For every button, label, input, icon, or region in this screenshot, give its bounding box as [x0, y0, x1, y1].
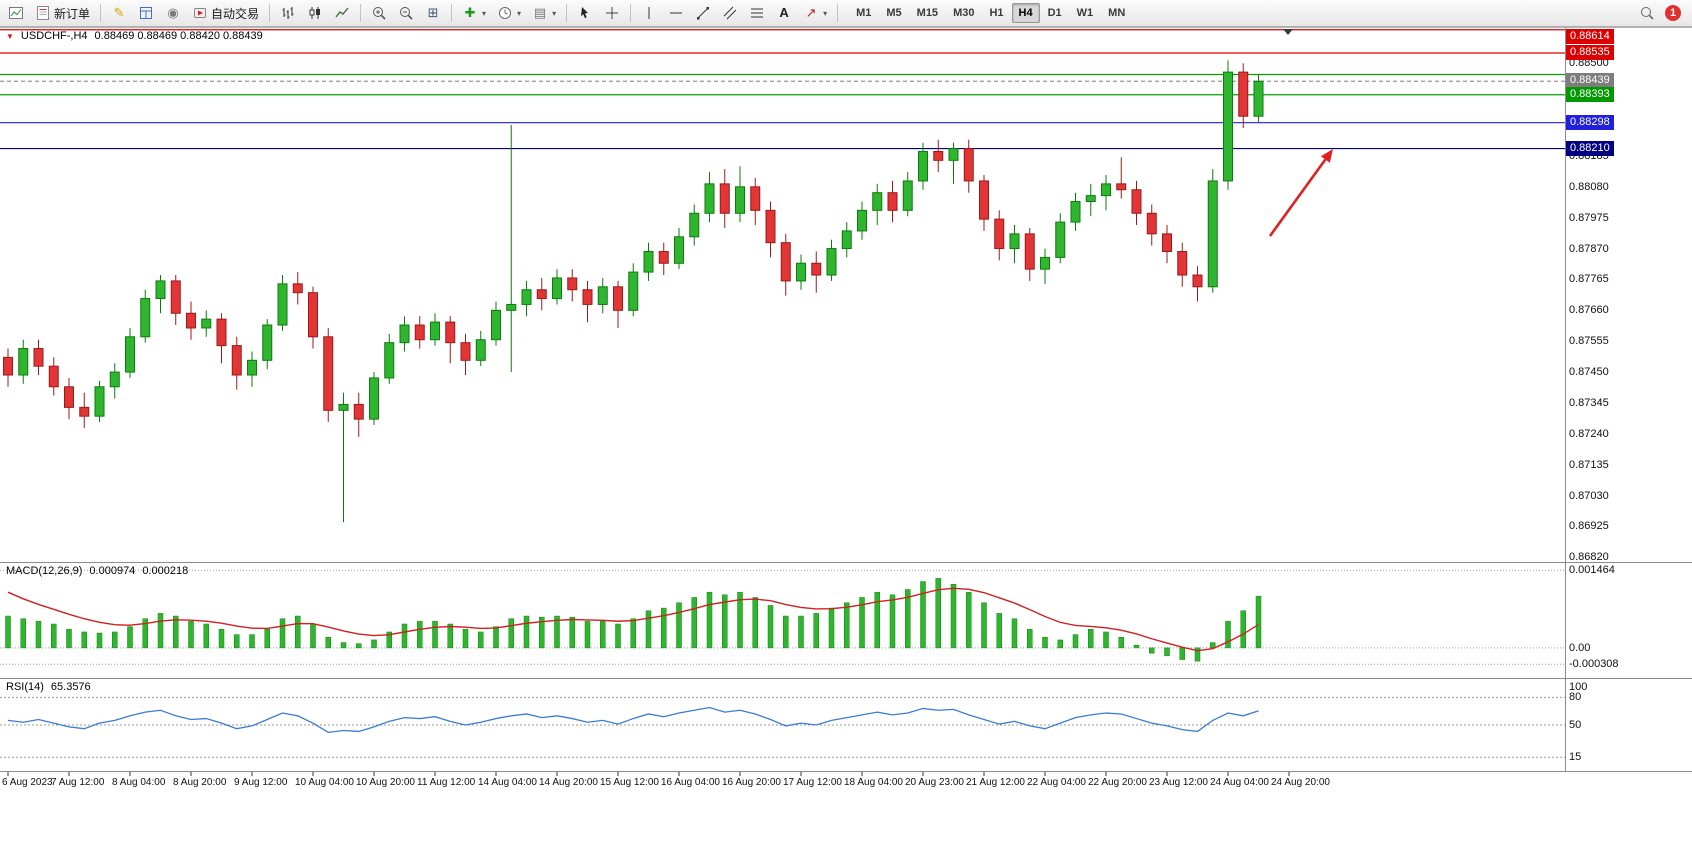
toolbar-separator	[360, 4, 362, 22]
pencil-icon: ✎	[113, 5, 125, 20]
chevron-down-icon: ▾	[552, 8, 557, 18]
horizontal-line-icon	[670, 12, 683, 14]
indicators-button[interactable]: ✚ ▾	[457, 2, 491, 25]
toolbar-separator	[269, 4, 271, 22]
annotation-arrow[interactable]	[1268, 149, 1333, 237]
ohlc-values: 0.88469 0.88469 0.88420 0.88439	[94, 30, 263, 42]
symbol-period-label: USDCHF-,H4	[20, 30, 88, 42]
trendline-button[interactable]	[690, 2, 716, 25]
zoom-in-button[interactable]	[366, 2, 392, 25]
rsi-value: 65.3576	[50, 681, 91, 693]
notification-badge[interactable]: 1	[1665, 5, 1681, 21]
toolbar-separator	[837, 4, 839, 22]
new-order-label: 新订单	[54, 6, 91, 21]
autotrading-icon	[194, 8, 207, 18]
fibonacci-icon	[751, 8, 764, 18]
zoom-in-icon	[373, 7, 386, 20]
metaeditor-button[interactable]: ✎	[106, 2, 132, 25]
horizontal-levels-layer[interactable]	[0, 29, 1565, 150]
bar-chart-button[interactable]	[275, 2, 301, 25]
rsi-name: RSI(14)	[6, 681, 44, 693]
new-chart-button[interactable]	[3, 2, 29, 25]
crosshair-icon	[606, 7, 619, 19]
community-button[interactable]: ◉	[160, 2, 186, 25]
macd-signal-line	[7, 587, 1259, 652]
timeframe-button-m15[interactable]: M15	[916, 7, 939, 19]
channel-icon	[723, 6, 737, 20]
rsi-line	[7, 706, 1259, 734]
timeframe-button-h1[interactable]: H1	[989, 7, 1004, 19]
bar-chart-icon	[282, 7, 294, 19]
data-window-icon	[140, 7, 153, 19]
timeframe-button-m1[interactable]: M1	[856, 7, 872, 19]
tile-windows-button[interactable]: ⊞	[420, 2, 446, 25]
arrows-tool-button[interactable]: ↗ ▾	[798, 2, 832, 25]
chevron-down-icon: ▾	[517, 8, 522, 18]
autotrading-label: 自动交易	[211, 6, 260, 21]
search-icon	[1641, 7, 1654, 20]
new-chart-icon	[9, 7, 23, 19]
data-window-button[interactable]	[133, 2, 159, 25]
vertical-line-button[interactable]	[636, 2, 662, 25]
periods-button[interactable]: ▾	[492, 2, 526, 25]
rsi-indicator-label: RSI(14) 65.3576	[6, 681, 91, 693]
template-icon: ▤	[533, 5, 547, 20]
candles-layer	[3, 60, 1264, 523]
line-chart-icon	[335, 7, 349, 18]
toolbar-separator	[566, 4, 568, 22]
toolbar: 新订单 ✎ ◉ 自动交易 ⊞ ✚ ▾ ▾ ▤ ▾	[0, 0, 1692, 27]
tile-windows-icon: ⊞	[427, 5, 439, 20]
search-button[interactable]	[1634, 2, 1660, 25]
macd-indicator-label: MACD(12,26,9) 0.000974 0.000218	[6, 565, 188, 577]
indicators-plus-icon: ✚	[464, 5, 476, 20]
timeframe-button-h4[interactable]: H4	[1011, 3, 1040, 23]
chevron-down-icon: ▾	[482, 8, 487, 18]
crosshair-button[interactable]	[599, 2, 625, 25]
macd-histogram-layer	[5, 578, 1262, 662]
channel-button[interactable]	[717, 2, 743, 25]
candlestick-chart-button[interactable]	[302, 2, 328, 25]
vertical-line-icon	[648, 7, 650, 19]
timeframe-toolbar: M1 M5 M15 M30 H1 H4 D1 W1 MN	[849, 3, 1132, 23]
chart-shift-marker[interactable]	[1283, 29, 1293, 35]
panel-separators[interactable]	[0, 562, 1692, 772]
symbol-header: ▼ USDCHF-,H4 0.88469 0.88469 0.88420 0.8…	[6, 30, 263, 42]
horizontal-line-button[interactable]	[663, 2, 689, 25]
clock-icon	[499, 7, 512, 19]
new-order-button[interactable]: 新订单	[30, 2, 95, 25]
timeframe-button-mn[interactable]: MN	[1108, 7, 1126, 19]
toolbar-separator	[630, 4, 632, 22]
line-chart-button[interactable]	[329, 2, 355, 25]
timeframe-button-m5[interactable]: M5	[886, 7, 902, 19]
toolbar-separator	[451, 4, 453, 22]
new-order-icon	[37, 6, 49, 20]
macd-value: 0.000974	[89, 565, 136, 577]
autotrading-button[interactable]: 自动交易	[187, 2, 264, 25]
globe-icon: ◉	[167, 5, 179, 20]
text-tool-button[interactable]: A	[771, 2, 797, 25]
trendline-icon	[697, 7, 710, 20]
cursor-button[interactable]	[572, 2, 598, 25]
text-icon: A	[779, 5, 789, 20]
toolbar-separator	[100, 4, 102, 22]
fibonacci-button[interactable]	[744, 2, 770, 25]
timeframe-button-d1[interactable]: D1	[1047, 7, 1062, 19]
macd-signal-value: 0.000218	[142, 565, 189, 577]
macd-name: MACD(12,26,9)	[6, 565, 83, 577]
cursor-icon	[581, 7, 589, 19]
templates-button[interactable]: ▤ ▾	[527, 2, 561, 25]
zoom-out-icon	[400, 7, 413, 20]
zoom-out-button[interactable]	[393, 2, 419, 25]
timeframe-button-m30[interactable]: M30	[953, 7, 975, 19]
arrow-icon: ↗	[805, 5, 817, 20]
sell-marker-icon: ▼	[6, 31, 14, 41]
candlestick-chart-icon	[309, 7, 321, 19]
chevron-down-icon: ▾	[823, 8, 828, 18]
timeframe-button-w1[interactable]: W1	[1076, 7, 1094, 19]
